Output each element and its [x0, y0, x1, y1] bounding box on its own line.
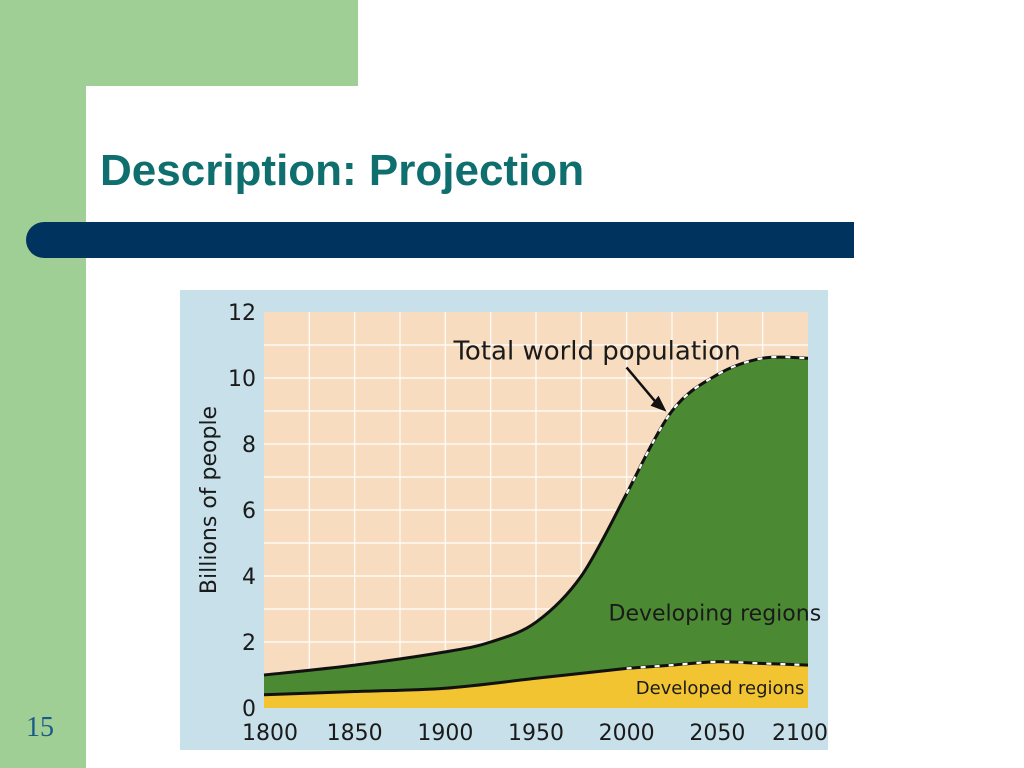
y-tick-label: 6: [242, 499, 256, 524]
area-developing-regions: [264, 356, 808, 708]
population-chart: 0 2 4 6 8 10 12 1800 1850 1900 1950 2000 2050 2100 Bil…: [180, 290, 828, 750]
y-tick-label: 12: [228, 301, 256, 326]
axis-ticks: 0 2 4 6 8 10 12 1800 1850 1900 1950 2000 2050 2100: [228, 301, 828, 746]
x-tick-label: 2100: [772, 721, 828, 746]
y-axis-label: Billions of people: [197, 406, 222, 594]
total-population-line-historical: [263, 492, 628, 677]
annotation-total-world-population: Total world population: [452, 337, 740, 367]
y-tick-label: 4: [242, 565, 256, 590]
accent-strip-left: [0, 0, 86, 768]
annotation-developing-regions: Developing regions: [609, 601, 822, 626]
x-tick-label: 1900: [417, 721, 473, 746]
slide-title: Description: Projection: [100, 146, 585, 195]
area-developed-regions: [264, 661, 808, 708]
developed-regions-projection-dashes: [626, 660, 809, 670]
y-tick-label: 10: [228, 367, 256, 392]
y-tick-label: 8: [242, 433, 256, 458]
developed-regions-line-historical: [263, 666, 627, 697]
y-tick-label: 0: [242, 697, 256, 722]
x-tick-label: 1850: [327, 721, 383, 746]
chart-annotations: Total world population Developing regions…: [452, 337, 821, 700]
x-tick-label: 2000: [599, 721, 655, 746]
x-tick-label: 1950: [508, 721, 564, 746]
x-tick-label: 2050: [689, 721, 745, 746]
chart-svg: 0 2 4 6 8 10 12 1800 1850 1900 1950 2000 2050 2100 Bil…: [180, 290, 828, 750]
y-tick-label: 2: [242, 631, 256, 656]
slide-number: 15: [26, 712, 54, 743]
title-underline-bar: [26, 222, 854, 258]
total-population-projection-dashes: [625, 355, 809, 495]
annotation-developed-regions: Developed regions: [636, 678, 805, 699]
annotation-arrow-head: [650, 395, 667, 412]
x-tick-label: 1800: [242, 721, 298, 746]
